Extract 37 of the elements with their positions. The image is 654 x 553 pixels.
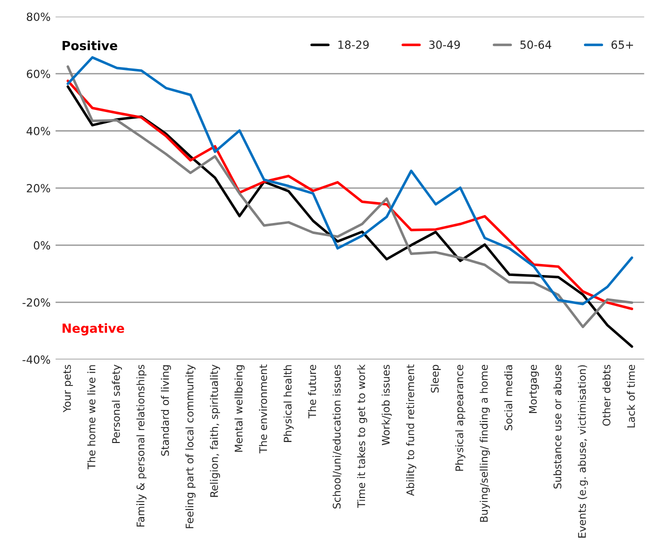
x-tick-label: Physical appearance: [455, 364, 466, 471]
x-tick-label: Ability to fund retirement: [406, 364, 416, 496]
y-tick-label: -20%: [22, 298, 50, 307]
y-tick-label: 20%: [26, 184, 50, 192]
x-tick-label: Standard of living: [160, 365, 171, 456]
x-tick-label: The home we live in: [87, 365, 96, 470]
x-tick-label: Work/job issues: [382, 364, 392, 446]
y-tick-label: 0%: [34, 241, 50, 250]
x-tick-label: The future: [308, 364, 316, 418]
legend-label: 18-29: [338, 40, 369, 49]
legend-label: 65+: [612, 40, 634, 49]
y-tick-label: 40%: [26, 126, 50, 136]
x-tick-label: Religion, faith, spirituality: [210, 364, 220, 497]
legend-label: 30-49: [429, 40, 460, 49]
x-tick-label: Mental wellbeing: [234, 365, 245, 452]
annotation: Positive: [62, 40, 118, 50]
x-tick-label: Social media: [504, 365, 512, 430]
x-tick-label: Family & personal relationships: [136, 364, 146, 526]
y-tick-label: -40%: [22, 355, 50, 364]
legend-label: 50-64: [520, 40, 552, 49]
y-tick-label: 60%: [26, 70, 50, 78]
x-tick-label: Your pets: [63, 364, 73, 412]
x-tick-label: Sleep: [430, 364, 441, 393]
x-tick-label: Lack of time: [626, 364, 635, 428]
x-tick-label: Mortgage: [529, 364, 539, 414]
x-tick-label: Physical health: [284, 365, 294, 442]
x-tick-label: The environment: [259, 364, 268, 454]
x-tick-label: Feeling part of local community: [185, 364, 196, 528]
x-tick-label: Substance use or abuse: [553, 364, 562, 489]
x-tick-label: Buying/selling/ finding a home: [480, 364, 490, 522]
x-tick-label: School/uni/education issues: [332, 364, 342, 509]
y-tick-label: 80%: [26, 12, 50, 21]
x-tick-label: Time it takes to get to work: [357, 364, 368, 508]
x-tick-label: Personal safety: [112, 364, 122, 444]
x-tick-label: Events (e.g. abuse, victimisation): [578, 365, 588, 538]
annotation: Negative: [62, 323, 124, 336]
x-tick-label: Other debts: [602, 364, 610, 426]
